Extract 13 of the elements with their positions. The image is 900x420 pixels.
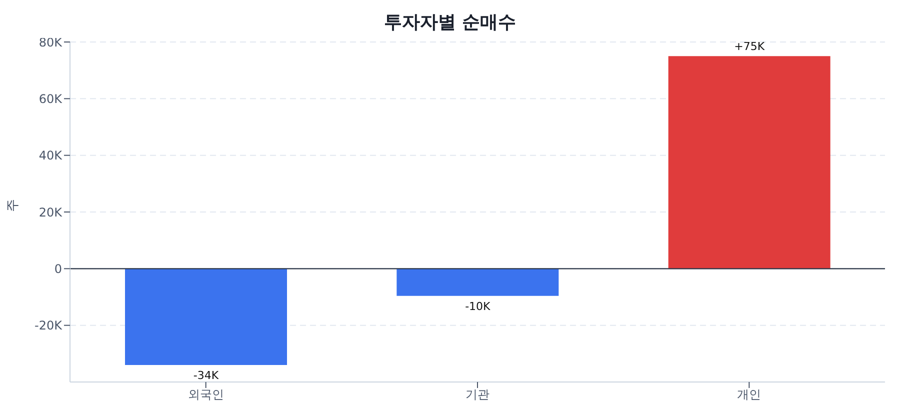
data-label: -10K bbox=[465, 300, 492, 313]
x-tick-label: 기관 bbox=[466, 388, 490, 402]
data-label: -34K bbox=[193, 369, 220, 382]
y-axis-title: 주 bbox=[6, 199, 21, 212]
chart-title: 투자자별 순매수 bbox=[382, 11, 518, 34]
data-label: +75K bbox=[734, 40, 766, 54]
y-tick-label: 60K bbox=[38, 92, 64, 106]
x-tick-label: 개인 bbox=[737, 388, 762, 402]
y-tick-label: 0 bbox=[54, 262, 62, 276]
x-tick-label: 외국인 bbox=[188, 388, 224, 402]
y-tick-label: 20K bbox=[38, 205, 64, 220]
y-tick-label: 40K bbox=[38, 148, 64, 163]
y-tick-label: -20K bbox=[34, 318, 64, 333]
